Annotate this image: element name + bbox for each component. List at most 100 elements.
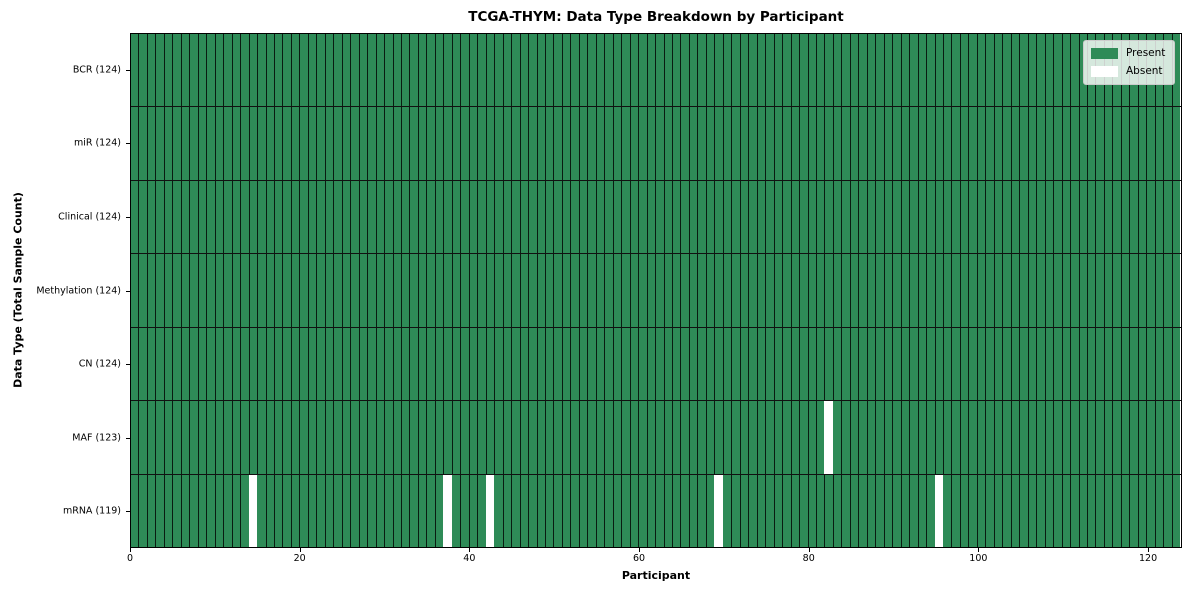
present-cell	[180, 180, 190, 254]
present-cell	[697, 254, 706, 327]
present-cell	[824, 34, 833, 107]
present-cell	[155, 34, 164, 107]
present-cell	[282, 254, 291, 327]
present-cell	[646, 180, 656, 254]
present-cell	[1078, 254, 1087, 327]
present-cell	[1078, 180, 1087, 254]
present-cell	[333, 107, 342, 180]
present-cell	[367, 34, 376, 107]
present-cell	[494, 34, 503, 107]
present-cell	[544, 180, 554, 254]
present-cell	[688, 107, 698, 180]
present-cell	[477, 327, 486, 401]
present-cell	[646, 254, 656, 327]
x-tick-label: 0	[126, 553, 134, 564]
present-cell	[384, 34, 393, 107]
present-cell	[561, 254, 571, 327]
present-cell	[485, 180, 495, 254]
present-cell	[417, 254, 427, 327]
present-cell	[900, 254, 910, 327]
present-cell	[934, 107, 943, 180]
present-cell	[502, 327, 512, 401]
present-cell	[968, 180, 977, 254]
present-cell	[782, 34, 791, 107]
present-cell	[790, 401, 800, 474]
present-cell	[587, 474, 596, 547]
x-tick-mark	[469, 548, 471, 552]
present-cell	[257, 107, 266, 180]
present-cell	[231, 327, 241, 401]
present-swatch-icon	[1091, 47, 1118, 59]
present-cell	[443, 34, 452, 107]
absent-cell	[714, 474, 723, 547]
present-cell	[519, 34, 529, 107]
present-cell	[417, 401, 427, 474]
present-cell	[824, 180, 833, 254]
present-cell	[849, 107, 859, 180]
present-cell	[815, 180, 825, 254]
present-cell	[409, 34, 418, 107]
absent-swatch-icon	[1091, 65, 1118, 77]
present-cell	[1019, 254, 1028, 327]
present-cell	[434, 34, 444, 107]
present-cell	[756, 107, 766, 180]
present-cell	[290, 474, 300, 547]
present-cell	[1154, 180, 1164, 254]
present-cell	[350, 254, 359, 327]
present-cell	[375, 107, 385, 180]
present-cell	[985, 34, 994, 107]
present-cell	[807, 107, 816, 180]
present-cell	[926, 254, 935, 327]
present-cell	[519, 107, 529, 180]
present-cell	[307, 401, 317, 474]
x-tick-mark	[299, 548, 301, 552]
present-cell	[1137, 327, 1147, 401]
present-cell	[299, 327, 308, 401]
present-cell	[866, 254, 876, 327]
present-cell	[926, 474, 935, 547]
present-cell	[604, 34, 613, 107]
present-cell	[561, 401, 571, 474]
present-cell	[604, 180, 613, 254]
present-cell	[214, 474, 224, 547]
present-cell	[1095, 327, 1104, 401]
present-cell	[375, 254, 385, 327]
present-cell	[1010, 107, 1020, 180]
present-cell	[807, 474, 816, 547]
present-cell	[417, 474, 427, 547]
present-cell	[172, 474, 181, 547]
present-cell	[824, 474, 833, 547]
present-cell	[1154, 474, 1164, 547]
present-cell	[1095, 180, 1104, 254]
present-cell	[1171, 327, 1181, 401]
present-cell	[629, 327, 639, 401]
present-cell	[959, 34, 969, 107]
present-cell	[451, 180, 461, 254]
present-cell	[756, 180, 766, 254]
present-cell	[663, 327, 672, 401]
present-cell	[612, 254, 622, 327]
present-cell	[959, 180, 969, 254]
present-cell	[1129, 254, 1138, 327]
present-cell	[384, 107, 393, 180]
present-cell	[333, 401, 342, 474]
present-cell	[316, 254, 325, 327]
present-cell	[451, 474, 461, 547]
present-cell	[409, 107, 418, 180]
present-cell	[155, 254, 164, 327]
present-cell	[604, 474, 613, 547]
present-cell	[1027, 180, 1037, 254]
present-cell	[1129, 401, 1138, 474]
present-cell	[595, 34, 605, 107]
present-cell	[460, 180, 469, 254]
present-cell	[1070, 34, 1079, 107]
present-cell	[815, 401, 825, 474]
present-cell	[976, 474, 986, 547]
y-tick-label-methylation: Methylation (124)	[36, 285, 121, 296]
present-cell	[714, 34, 723, 107]
present-cell	[705, 34, 715, 107]
present-cell	[892, 327, 901, 401]
present-cell	[1061, 401, 1071, 474]
present-cell	[460, 474, 469, 547]
present-cell	[494, 107, 503, 180]
